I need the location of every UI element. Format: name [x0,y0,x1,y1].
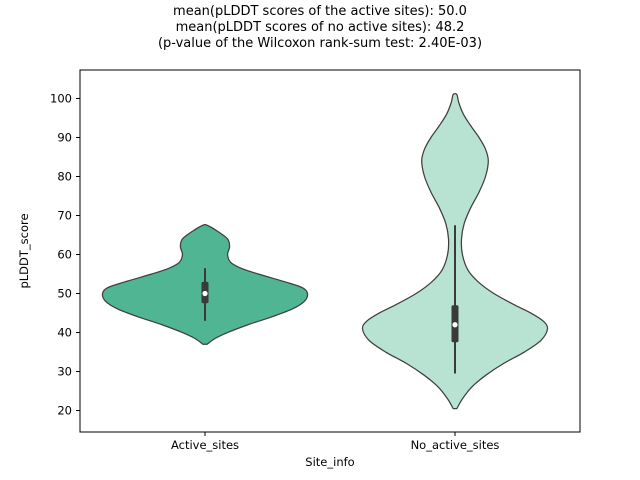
title-line-2: mean(pLDDT scores of no active sites): 4… [175,20,465,35]
title-line-1: mean(pLDDT scores of the active sites): … [173,4,467,19]
y-tick-label: 90 [57,131,72,145]
title-line-3: (p-value of the Wilcoxon rank-sum test: … [157,36,483,51]
median-dot-active_sites [202,290,208,297]
y-tick-label: 80 [57,170,72,184]
y-tick-label: 60 [57,248,72,262]
y-tick-label: 30 [57,365,72,379]
axes-spines [79,69,581,433]
median-dot-no_active_sites [452,322,458,328]
y-tick-label: 50 [57,287,72,301]
y-tick-label: 70 [57,209,72,223]
x-tick-label-active_sites: Active_sites [171,438,239,452]
y-axis-label: pLDDT_score [17,213,31,288]
x-tick-label-no_active_sites: No_active_sites [411,438,500,452]
y-tick-label: 100 [50,92,72,106]
y-tick-label: 20 [57,404,72,418]
y-tick-label: 40 [57,326,72,340]
x-axis-label: Site_info [305,455,354,469]
chart-title: mean(pLDDT scores of the active sites): … [0,4,640,52]
